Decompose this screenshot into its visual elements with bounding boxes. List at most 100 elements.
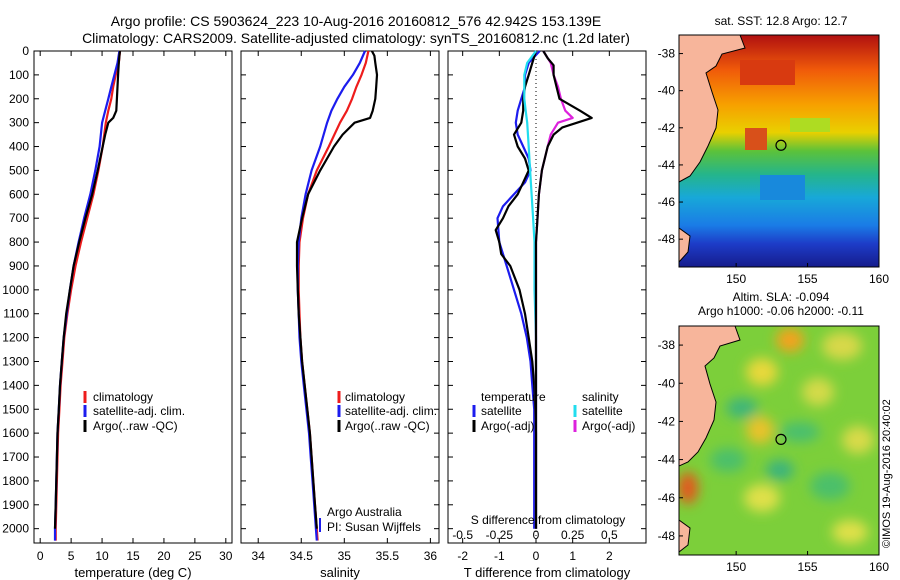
credit-line-2: PI: Susan Wijffels bbox=[327, 520, 421, 534]
salinity-legend: climatology satellite-adj. clim. Argo(..… bbox=[337, 390, 437, 433]
header-line-2: Climatology: CARS2009. Satellite-adjuste… bbox=[82, 30, 630, 46]
x2-tick-label: -0.5 bbox=[452, 528, 473, 542]
y-tick-label: 300 bbox=[9, 116, 29, 130]
legend-label-t-argo: Argo(-adj) bbox=[481, 419, 534, 433]
difference-panel: -2 -1 0 1 2 -0.5 -0.25 0 0.25 0.5 T difference fr… bbox=[447, 50, 647, 580]
x-tick-label: 35 bbox=[338, 549, 352, 563]
x-tick-label: 34 bbox=[252, 549, 266, 563]
legend-label-s-satellite: satellite bbox=[582, 404, 623, 418]
map-y-tick-label: -42 bbox=[658, 121, 676, 135]
legend-label-climatology: climatology bbox=[345, 390, 405, 404]
x-tick-label: 20 bbox=[157, 549, 171, 563]
y-tick-label: 1900 bbox=[2, 498, 29, 512]
legend-label-satellite: satellite-adj. clim. bbox=[345, 404, 437, 418]
x-tick-label: 0 bbox=[533, 549, 540, 563]
x-tick-label: 2 bbox=[606, 549, 613, 563]
map-y-tick-label: -42 bbox=[658, 414, 676, 428]
sst-warm-eddy bbox=[745, 128, 767, 150]
sst-map: sat. SST: 12.8 Argo: 12.7 150 155 160 -38 -4… bbox=[658, 14, 890, 286]
temperature-axes: 0 5 10 15 20 25 300100200300400500600700800900… bbox=[2, 44, 233, 563]
argo-location-marker bbox=[775, 433, 787, 445]
temperature-panel: 0 5 10 15 20 25 300100200300400500600700800900… bbox=[2, 44, 233, 580]
sla-land bbox=[679, 326, 741, 467]
difference-x2label: S difference from climatology bbox=[471, 513, 626, 527]
salinity-plot-frame bbox=[240, 50, 440, 544]
legend-label-climatology: climatology bbox=[93, 390, 153, 404]
salinity-panel: 34 34.5 35 35.5 36 salinity climatology sate… bbox=[240, 50, 440, 580]
y-tick-label: 800 bbox=[9, 235, 29, 249]
map-x-tick-label: 155 bbox=[798, 560, 818, 574]
difference-plot-frame bbox=[447, 50, 647, 544]
y-tick-label: 500 bbox=[9, 163, 29, 177]
y-tick-label: 900 bbox=[9, 259, 29, 273]
x-tick-label: 0 bbox=[37, 549, 44, 563]
sst-field bbox=[679, 35, 879, 267]
map-y-tick-label: -38 bbox=[658, 338, 676, 352]
map-x-tick-label: 150 bbox=[726, 272, 746, 286]
x-tick-label: -2 bbox=[457, 549, 468, 563]
sla-map-subtitle: Argo h1000: -0.06 h2000: -0.11 bbox=[698, 304, 864, 318]
y-tick-label: 1200 bbox=[2, 331, 29, 345]
argo-location-marker bbox=[775, 139, 787, 151]
y-tick-label: 1300 bbox=[2, 354, 29, 368]
map-x-tick-label: 160 bbox=[869, 272, 889, 286]
map-x-tick-label: 155 bbox=[798, 272, 818, 286]
y-tick-label: 1800 bbox=[2, 474, 29, 488]
series-line bbox=[53, 50, 122, 529]
legend-label-argo: Argo(..raw -QC) bbox=[345, 419, 430, 433]
sst-map-axes: 150 155 160 -38 -40 -42 -44 -46 -48 bbox=[658, 47, 890, 286]
map-y-tick-label: -40 bbox=[658, 84, 676, 98]
imos-stamp: ©IMOS 19-Aug-2016 20:40:02 bbox=[881, 399, 893, 548]
x-tick-label: 35.5 bbox=[376, 549, 400, 563]
x-tick-label: 15 bbox=[126, 549, 140, 563]
temperature-xlabel: temperature (deg C) bbox=[74, 565, 191, 580]
legend-title-temperature: temperature bbox=[481, 390, 546, 404]
difference-axes: -2 -1 0 1 2 -0.5 -0.25 0 0.25 0.5 bbox=[448, 50, 646, 563]
sst-land bbox=[679, 35, 746, 183]
difference-legend-temperature: temperature satellite Argo(-adj) bbox=[472, 390, 546, 433]
series-line bbox=[296, 50, 367, 541]
y-tick-label: 2000 bbox=[2, 522, 29, 536]
map-y-tick-label: -44 bbox=[658, 453, 676, 467]
series-line bbox=[494, 50, 538, 529]
header-line-1: Argo profile: CS 5903624_223 10-Aug-2016… bbox=[111, 13, 601, 29]
series-line bbox=[534, 50, 593, 529]
salinity-axes: 34 34.5 35 35.5 36 bbox=[241, 50, 439, 563]
legend-label-s-argo: Argo(-adj) bbox=[582, 419, 635, 433]
series-line bbox=[534, 50, 574, 529]
y-tick-label: 600 bbox=[9, 187, 29, 201]
legend-label-t-satellite: satellite bbox=[481, 404, 522, 418]
series-line bbox=[297, 50, 370, 541]
temperature-plot-frame bbox=[33, 50, 233, 544]
map-y-tick-label: -48 bbox=[658, 529, 676, 543]
sst-tasmania bbox=[679, 227, 691, 263]
legend-title-salinity: salinity bbox=[582, 390, 619, 404]
salinity-xlabel: salinity bbox=[320, 565, 360, 580]
series-line bbox=[295, 50, 379, 529]
x-tick-label: 25 bbox=[188, 549, 202, 563]
x-tick-label: 30 bbox=[219, 549, 233, 563]
y-tick-label: 0 bbox=[22, 44, 29, 58]
y-tick-label: 700 bbox=[9, 211, 29, 225]
x2-tick-label: 0 bbox=[533, 528, 540, 542]
series-line bbox=[54, 50, 122, 541]
y-tick-label: 400 bbox=[9, 140, 29, 154]
sla-map-frame bbox=[678, 325, 880, 556]
x2-tick-label: 0.5 bbox=[601, 528, 618, 542]
map-y-tick-label: -38 bbox=[658, 47, 676, 61]
sst-map-title: sat. SST: 12.8 Argo: 12.7 bbox=[715, 14, 848, 28]
series-line bbox=[496, 50, 541, 529]
map-y-tick-label: -46 bbox=[658, 491, 676, 505]
difference-xlabel: T difference from climatology bbox=[464, 565, 631, 580]
sst-map-frame bbox=[678, 34, 880, 268]
legend-label-argo: Argo(..raw -QC) bbox=[93, 419, 178, 433]
sst-warm-core bbox=[740, 60, 795, 85]
x-tick-label: -1 bbox=[494, 549, 505, 563]
map-y-tick-label: -44 bbox=[658, 158, 676, 172]
sst-cold-patch bbox=[760, 175, 805, 200]
y-tick-label: 200 bbox=[9, 92, 29, 106]
x-tick-label: 36 bbox=[424, 549, 438, 563]
y-tick-label: 100 bbox=[9, 68, 29, 82]
sla-map-axes: 150 155 160 -38 -40 -42 -44 -46 -48 bbox=[658, 338, 890, 574]
